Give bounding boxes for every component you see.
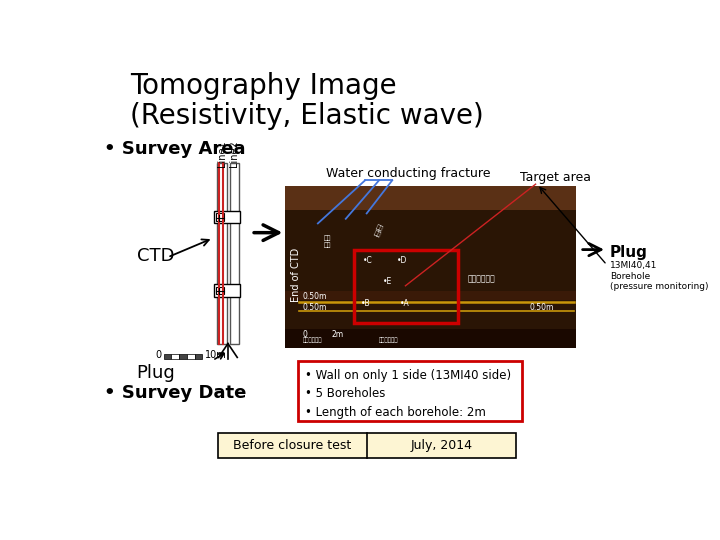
Bar bbox=[285, 186, 576, 210]
Bar bbox=[214, 284, 240, 296]
Text: 0.50m: 0.50m bbox=[302, 292, 327, 301]
Text: Tomography Image: Tomography Image bbox=[130, 72, 397, 100]
Text: •D: •D bbox=[397, 256, 408, 265]
Bar bbox=[187, 354, 194, 359]
Text: Plug: Plug bbox=[610, 245, 648, 260]
Text: • Survey Area: • Survey Area bbox=[104, 140, 246, 158]
Text: •B: •B bbox=[361, 299, 371, 308]
Text: Line2: Line2 bbox=[229, 140, 239, 167]
Bar bbox=[218, 433, 516, 457]
Text: •E: •E bbox=[383, 278, 392, 286]
Text: Before closure test: Before closure test bbox=[233, 438, 351, 451]
Text: 0.50m: 0.50m bbox=[529, 303, 554, 312]
Bar bbox=[297, 361, 523, 421]
Text: • 5 Boreholes: • 5 Boreholes bbox=[305, 387, 386, 401]
Text: (Resistivity, Elastic wave): (Resistivity, Elastic wave) bbox=[130, 102, 484, 130]
Text: 0: 0 bbox=[302, 330, 307, 339]
Text: 測線に基準点: 測線に基準点 bbox=[302, 338, 322, 343]
Bar bbox=[179, 354, 187, 359]
Text: 涌水
裂隙: 涌水 裂隙 bbox=[372, 224, 384, 238]
Text: 13MI40,41
Borehole
(pressure monitoring): 13MI40,41 Borehole (pressure monitoring) bbox=[610, 261, 708, 291]
Text: 2m: 2m bbox=[332, 330, 344, 339]
Text: End of CTD: End of CTD bbox=[291, 248, 301, 302]
Bar bbox=[230, 164, 239, 343]
Bar bbox=[354, 249, 458, 323]
Text: Line1: Line1 bbox=[217, 140, 227, 167]
Text: 水田村基準孔: 水田村基準孔 bbox=[467, 274, 495, 284]
Text: •C: •C bbox=[363, 256, 372, 265]
Text: July, 2014: July, 2014 bbox=[410, 438, 472, 451]
Bar bbox=[216, 287, 224, 294]
Text: CTD: CTD bbox=[137, 247, 174, 265]
Bar bbox=[214, 211, 240, 224]
Bar bbox=[217, 164, 228, 343]
Text: Target area: Target area bbox=[520, 171, 591, 184]
Text: 0.50m: 0.50m bbox=[302, 303, 327, 312]
Bar bbox=[216, 213, 224, 221]
Text: 地元確保測線: 地元確保測線 bbox=[378, 338, 397, 343]
Text: Water conducting fracture: Water conducting fracture bbox=[326, 167, 491, 180]
Text: •A: •A bbox=[400, 299, 410, 308]
Text: 10m: 10m bbox=[204, 350, 227, 360]
Bar bbox=[285, 329, 576, 348]
Text: • Length of each borehole: 2m: • Length of each borehole: 2m bbox=[305, 406, 486, 419]
Bar bbox=[163, 354, 171, 359]
Text: • Wall on only 1 side (13MI40 side): • Wall on only 1 side (13MI40 side) bbox=[305, 369, 512, 382]
Bar bbox=[194, 354, 202, 359]
Bar bbox=[285, 291, 576, 300]
Bar bbox=[285, 186, 576, 348]
Text: Plug: Plug bbox=[137, 363, 175, 382]
Text: 渗水
裂隙: 渗水 裂隙 bbox=[324, 236, 332, 248]
Text: 0: 0 bbox=[156, 350, 161, 360]
Text: • Survey Date: • Survey Date bbox=[104, 384, 246, 402]
Bar bbox=[171, 354, 179, 359]
